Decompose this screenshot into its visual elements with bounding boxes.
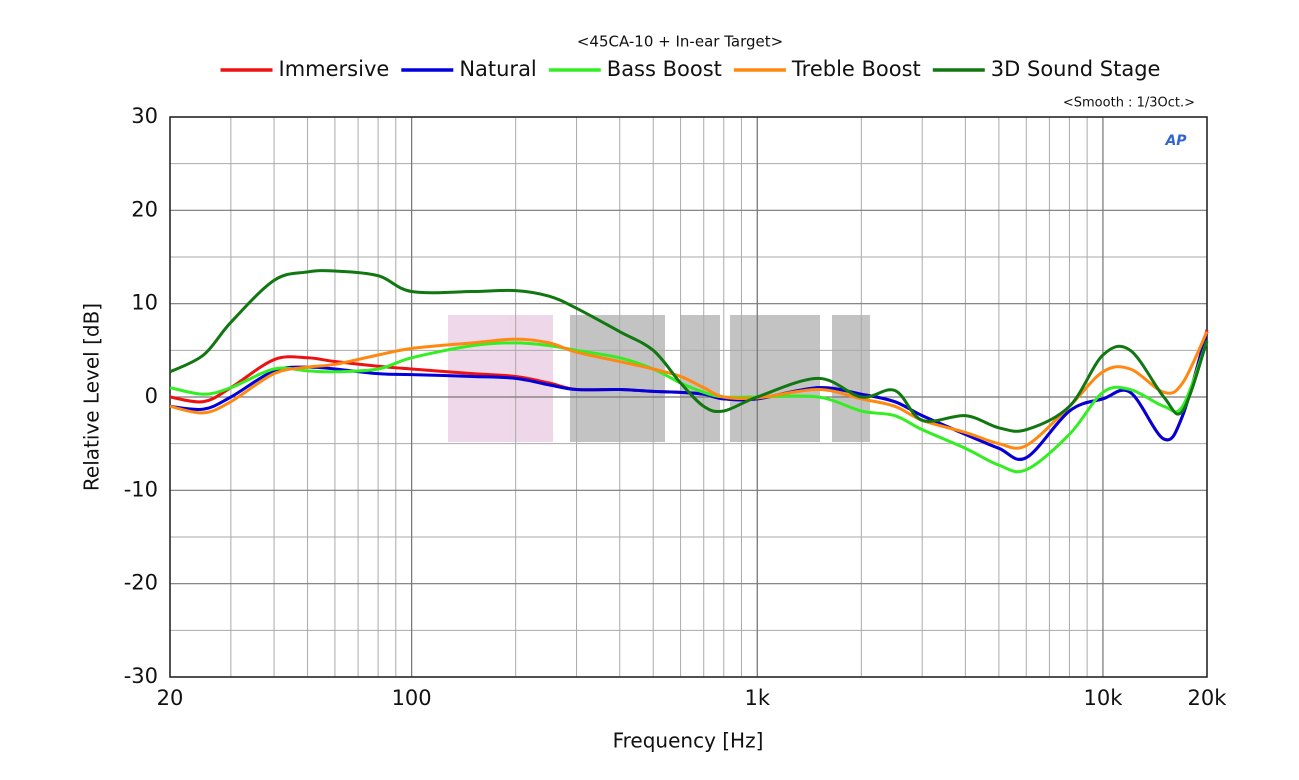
y-axis-label: Relative Level [dB]: [80, 303, 104, 491]
x-tick-label: 20k: [1188, 686, 1228, 710]
x-tick-label: 100: [392, 686, 432, 710]
legend: Immersive Natural Bass Boost Treble Boost 3D…: [220, 57, 1161, 81]
y-tick-label: -30: [124, 664, 158, 688]
x-tick-label: 1k: [745, 686, 771, 710]
series-line: [169, 331, 1209, 461]
y-tick-label: 10: [131, 291, 158, 315]
y-tick-label: 30: [131, 104, 158, 128]
series-line: [169, 269, 1209, 433]
chart-title: <45CA-10 + In-ear Target>: [577, 33, 783, 51]
chart-subtitle: <Smooth : 1/3Oct.>: [1063, 96, 1195, 111]
legend-label: Treble Boost: [791, 57, 921, 81]
legend-label: Natural: [459, 57, 536, 81]
x-axis-label: Frequency [Hz]: [613, 729, 764, 753]
legend-label: Immersive: [279, 57, 390, 81]
watermark-shape: [730, 315, 820, 442]
watermark-shape: [570, 315, 665, 442]
series-line: [169, 340, 1209, 474]
watermark: [448, 315, 870, 442]
y-tick-label: -10: [124, 477, 158, 501]
x-tick-label: 20: [157, 686, 184, 710]
y-tick-label: 20: [131, 197, 158, 221]
y-tick-label: -20: [124, 571, 158, 595]
legend-label: 3D Sound Stage: [991, 57, 1161, 81]
x-tick-label: 10k: [1083, 686, 1123, 710]
watermark-shape: [832, 315, 870, 442]
y-tick-label: 0: [145, 384, 158, 408]
legend-label: Bass Boost: [607, 57, 722, 81]
logo: AP: [1164, 133, 1187, 149]
grid: [169, 116, 1208, 678]
